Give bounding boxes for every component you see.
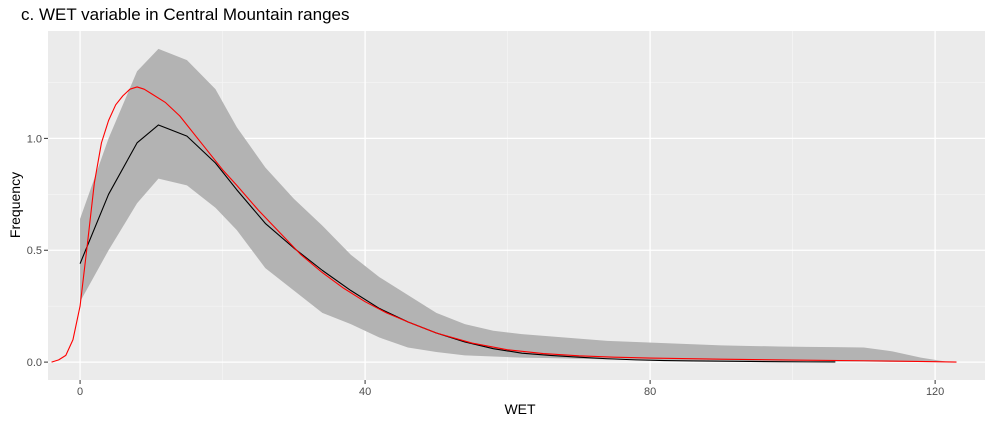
y-tick-label: 1.0 bbox=[27, 133, 42, 145]
x-axis: 0 40 80 120 bbox=[77, 380, 944, 398]
x-axis-title: WET bbox=[504, 401, 536, 417]
series-lines bbox=[51, 86, 957, 363]
y-tick-label: 0.0 bbox=[27, 357, 42, 369]
chart-title: c. WET variable in Central Mountain rang… bbox=[21, 5, 350, 24]
x-tick-label: 0 bbox=[77, 386, 83, 398]
series-line-red bbox=[51, 86, 957, 363]
x-tick-label: 40 bbox=[359, 386, 371, 398]
confidence-band bbox=[80, 48, 950, 363]
x-tick-label: 120 bbox=[926, 386, 944, 398]
x-tick-label: 80 bbox=[644, 386, 656, 398]
y-axis: 0.0 0.5 1.0 bbox=[27, 133, 48, 369]
y-axis-title: Frequency bbox=[7, 172, 23, 238]
y-tick-label: 0.5 bbox=[27, 245, 42, 257]
confidence-band-area bbox=[80, 48, 950, 363]
